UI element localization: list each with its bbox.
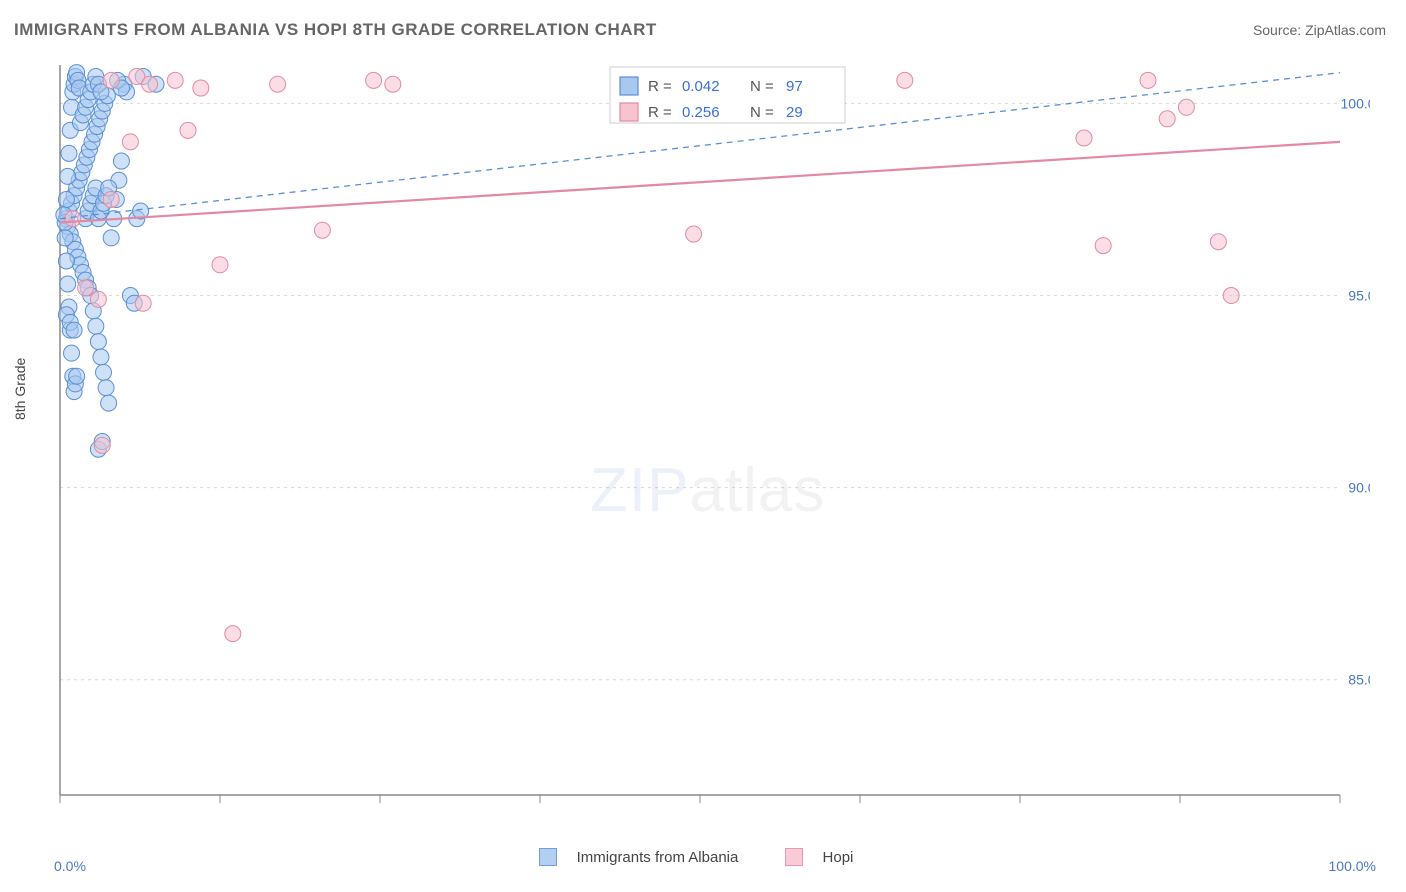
x-tick-max: 100.0% bbox=[1329, 858, 1376, 874]
legend-item-hopi: Hopi bbox=[785, 848, 868, 866]
svg-text:95.0%: 95.0% bbox=[1348, 288, 1370, 304]
svg-text:85.0%: 85.0% bbox=[1348, 672, 1370, 688]
svg-text:N =: N = bbox=[750, 78, 774, 95]
chart-title: IMMIGRANTS FROM ALBANIA VS HOPI 8TH GRAD… bbox=[14, 20, 657, 40]
x-tick-min: 0.0% bbox=[54, 858, 86, 874]
svg-text:29: 29 bbox=[786, 104, 803, 121]
svg-text:0.042: 0.042 bbox=[682, 78, 720, 95]
legend-item-albania: Immigrants from Albania bbox=[539, 848, 753, 866]
chart-area: 85.0% 90.0% 95.0% 100.0% R = 0.042 N = 97 R = 0.2… bbox=[50, 55, 1370, 815]
svg-text:100.0%: 100.0% bbox=[1341, 95, 1370, 111]
svg-text:90.0%: 90.0% bbox=[1348, 480, 1370, 496]
y-axis-label: 8th Grade bbox=[12, 358, 28, 420]
scatter-chart: 85.0% 90.0% 95.0% 100.0% R = 0.042 N = 97 R = 0.2… bbox=[50, 55, 1370, 815]
svg-text:97: 97 bbox=[786, 78, 803, 95]
svg-text:R =: R = bbox=[648, 104, 672, 121]
source-label: Source: ZipAtlas.com bbox=[1253, 22, 1386, 38]
svg-text:R =: R = bbox=[648, 78, 672, 95]
svg-text:0.256: 0.256 bbox=[682, 104, 720, 121]
legend-bottom: Immigrants from Albania Hopi bbox=[0, 848, 1406, 870]
svg-text:N =: N = bbox=[750, 104, 774, 121]
